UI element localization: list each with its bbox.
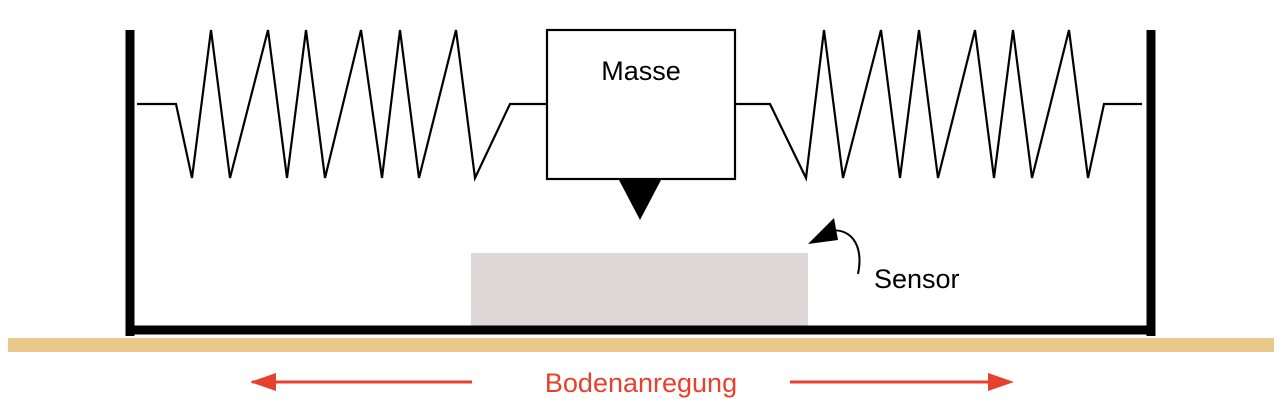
mass-block	[545, 28, 737, 181]
excitation-label: Bodenanregung	[545, 368, 737, 398]
excitation-arrowhead-right	[988, 373, 1014, 391]
sensor-callout-arrowhead	[808, 218, 838, 244]
mass-label: Masse	[601, 56, 681, 86]
sensor-label: Sensor	[874, 264, 960, 294]
excitation-arrowhead-left	[250, 373, 276, 391]
sensor-plate	[471, 253, 808, 327]
left-spring	[137, 29, 547, 182]
stylus-pointer	[619, 180, 661, 220]
ground-strip	[8, 338, 1274, 352]
right-spring	[735, 29, 1142, 182]
